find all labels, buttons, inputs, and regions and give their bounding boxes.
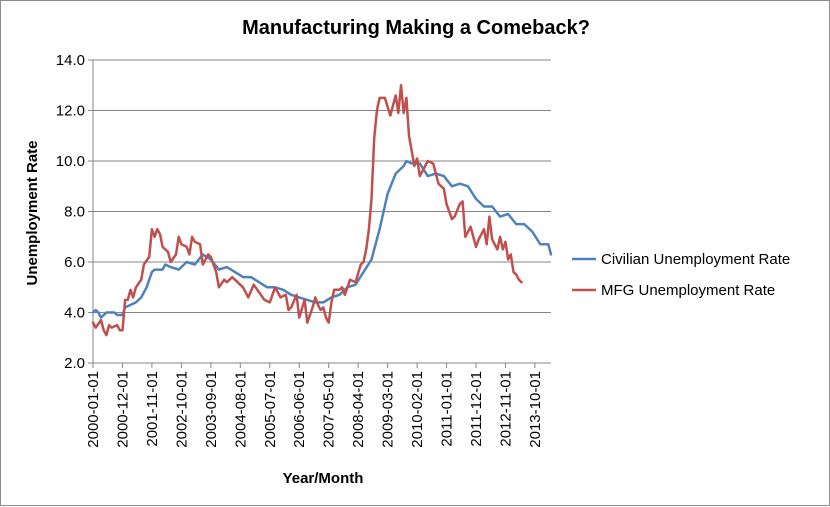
x-tick-label: 2010-02-01 (409, 371, 426, 448)
x-tick-label: 2003-09-01 (203, 371, 220, 448)
x-tick-label: 2006-06-01 (291, 371, 308, 448)
x-tick-label: 2012-11-01 (497, 371, 514, 447)
y-tick-label: 10.0 (56, 153, 85, 170)
legend-label: MFG Unemployment Rate (601, 282, 775, 299)
chart-title: Manufacturing Making a Comeback? (242, 17, 590, 39)
legend-label: Civilian Unemployment Rate (601, 251, 790, 268)
y-tick-label: 6.0 (64, 254, 85, 271)
series-layer (91, 84, 553, 337)
x-tick-label: 2007-05-01 (321, 371, 338, 448)
y-tick-label: 8.0 (64, 204, 85, 221)
y-tick-label: 12.0 (56, 103, 85, 120)
x-tick-label: 2011-12-01 (468, 371, 485, 447)
series-line-mfg-unemployment-rate (91, 84, 523, 337)
x-tick-label: 2011-01-01 (439, 371, 456, 447)
y-tick-label: 2.0 (64, 355, 85, 372)
gridlines (93, 59, 551, 313)
x-tick-label: 2000-12-01 (114, 371, 131, 448)
y-tick-label: 14.0 (56, 52, 85, 69)
legend: Civilian Unemployment Rate MFG Unemployme… (572, 251, 790, 299)
x-tick-label: 2000-01-01 (85, 371, 102, 448)
x-tick-label: 2008-04-01 (350, 371, 367, 448)
y-axis: 2.0 4.0 6.0 8.0 10.0 12.0 14.0 (56, 52, 94, 372)
x-tick-label: 2013-10-01 (527, 371, 544, 448)
x-axis: 2000-01-01 2000-12-01 2001-11-01 2002-10-01… (85, 362, 551, 448)
x-axis-title: Year/Month (283, 470, 364, 487)
y-axis-title: Unemployment Rate (24, 140, 41, 285)
series-line-civilian-unemployment-rate (91, 159, 553, 319)
x-tick-label: 2002-10-01 (173, 371, 190, 448)
y-tick-label: 4.0 (64, 305, 85, 322)
x-tick-label: 2004-08-01 (232, 371, 249, 448)
x-tick-label: 2001-11-01 (144, 371, 161, 447)
x-tick-label: 2005-07-01 (262, 371, 279, 448)
x-tick-label: 2009-03-01 (380, 371, 397, 448)
